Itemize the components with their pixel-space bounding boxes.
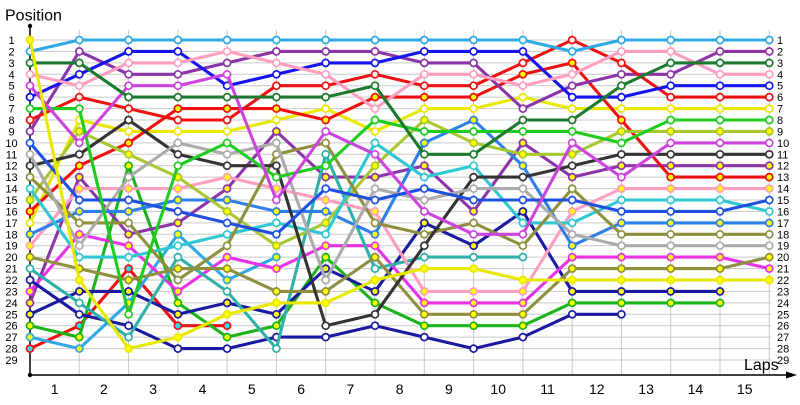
svg-text:14: 14	[777, 184, 789, 196]
svg-text:9: 9	[8, 126, 14, 138]
svg-text:7: 7	[8, 104, 14, 116]
svg-text:7: 7	[777, 104, 783, 116]
svg-text:2: 2	[777, 46, 783, 58]
svg-text:5: 5	[8, 81, 14, 93]
svg-text:5: 5	[248, 381, 256, 397]
svg-text:1: 1	[51, 381, 59, 397]
svg-text:6: 6	[297, 381, 305, 397]
svg-text:29: 29	[5, 355, 17, 367]
svg-text:11: 11	[540, 381, 555, 397]
svg-text:1: 1	[777, 35, 783, 47]
svg-text:5: 5	[777, 81, 783, 93]
svg-text:12: 12	[777, 161, 789, 173]
svg-text:26: 26	[5, 321, 17, 333]
svg-text:16: 16	[777, 206, 789, 218]
svg-text:18: 18	[5, 229, 17, 241]
svg-text:4: 4	[199, 381, 207, 397]
svg-text:11: 11	[777, 149, 788, 161]
svg-text:14: 14	[5, 184, 17, 196]
svg-text:9: 9	[777, 126, 783, 138]
svg-text:8: 8	[8, 115, 14, 127]
svg-text:25: 25	[777, 309, 789, 321]
svg-text:10: 10	[5, 138, 17, 150]
svg-text:26: 26	[777, 321, 789, 333]
svg-text:7: 7	[347, 381, 355, 397]
svg-text:12: 12	[5, 161, 17, 173]
svg-text:22: 22	[5, 275, 17, 287]
svg-text:17: 17	[5, 218, 17, 230]
svg-text:11: 11	[6, 149, 17, 161]
svg-text:9: 9	[445, 381, 453, 397]
svg-text:13: 13	[5, 172, 17, 184]
svg-text:3: 3	[8, 58, 14, 70]
svg-text:29: 29	[777, 355, 789, 367]
svg-text:8: 8	[396, 381, 404, 397]
svg-text:27: 27	[777, 332, 789, 344]
svg-text:12: 12	[589, 381, 605, 397]
svg-text:27: 27	[5, 332, 17, 344]
svg-text:25: 25	[5, 309, 17, 321]
svg-text:15: 15	[737, 381, 753, 397]
svg-text:Position: Position	[5, 8, 62, 25]
svg-text:20: 20	[777, 252, 789, 264]
svg-text:8: 8	[777, 115, 783, 127]
svg-text:15: 15	[777, 195, 789, 207]
svg-text:23: 23	[5, 286, 17, 298]
svg-text:21: 21	[777, 264, 789, 276]
svg-text:2: 2	[8, 46, 14, 58]
svg-text:20: 20	[5, 252, 17, 264]
svg-text:10: 10	[490, 381, 506, 397]
svg-text:4: 4	[777, 69, 783, 81]
svg-text:4: 4	[8, 69, 14, 81]
svg-text:24: 24	[5, 298, 17, 310]
svg-text:3: 3	[777, 58, 783, 70]
svg-text:28: 28	[5, 344, 17, 356]
svg-text:17: 17	[777, 218, 789, 230]
svg-text:22: 22	[777, 275, 789, 287]
svg-text:2: 2	[100, 381, 108, 397]
svg-text:21: 21	[5, 264, 17, 276]
svg-text:3: 3	[149, 381, 157, 397]
svg-text:Laps: Laps	[744, 357, 779, 374]
svg-text:19: 19	[5, 241, 17, 253]
svg-text:1: 1	[8, 35, 14, 47]
svg-text:14: 14	[688, 381, 704, 397]
svg-text:23: 23	[777, 286, 789, 298]
svg-text:15: 15	[5, 195, 17, 207]
svg-text:10: 10	[777, 138, 789, 150]
svg-text:13: 13	[638, 381, 654, 397]
svg-text:6: 6	[777, 92, 783, 104]
svg-text:13: 13	[777, 172, 789, 184]
svg-text:18: 18	[777, 229, 789, 241]
svg-text:16: 16	[5, 206, 17, 218]
svg-text:28: 28	[777, 344, 789, 356]
svg-text:24: 24	[777, 298, 789, 310]
svg-text:6: 6	[8, 92, 14, 104]
svg-text:19: 19	[777, 241, 789, 253]
